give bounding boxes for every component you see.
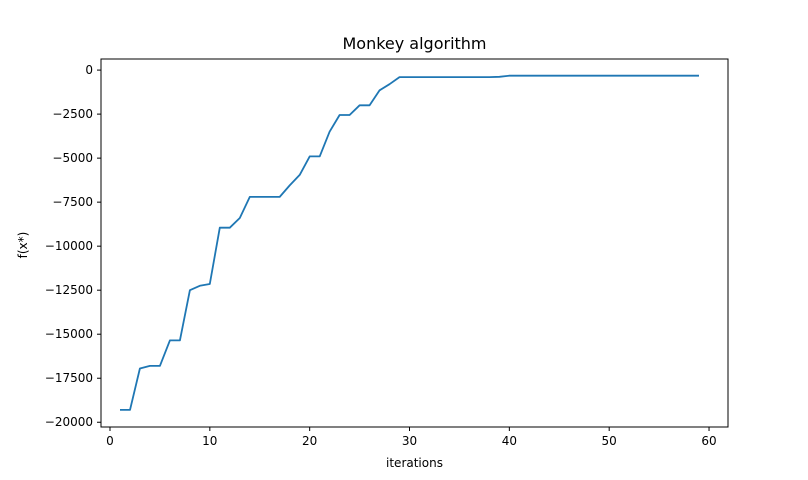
axes-frame <box>100 58 729 428</box>
y-tick-label: −2500 <box>52 107 93 121</box>
y-tick-label: −12500 <box>45 283 93 297</box>
x-tick-label: 0 <box>106 434 114 448</box>
x-tick-label: 60 <box>701 434 716 448</box>
x-tick-label: 30 <box>402 434 417 448</box>
x-axis-label: iterations <box>386 456 443 470</box>
y-tick-label: 0 <box>85 63 93 77</box>
y-axis-label: f(x*) <box>16 232 30 259</box>
y-tick-label: −20000 <box>45 415 93 429</box>
x-tick-label: 50 <box>602 434 617 448</box>
y-tick-label: −7500 <box>52 195 93 209</box>
y-axis: 0 −2500 −5000 −7500 −10000 −12500 −15000 −17500… <box>45 63 101 429</box>
x-tick-label: 40 <box>502 434 517 448</box>
y-tick-label: −5000 <box>52 151 93 165</box>
y-tick-label: −17500 <box>45 371 93 385</box>
series-line-0 <box>120 74 699 411</box>
x-tick-label: 20 <box>302 434 317 448</box>
y-tick-label: −10000 <box>45 239 93 253</box>
chart-title: Monkey algorithm <box>342 34 486 53</box>
plot-area <box>120 74 699 411</box>
x-axis: 0 10 20 30 40 50 60 <box>106 427 717 448</box>
x-tick-label: 10 <box>202 434 217 448</box>
y-tick-label: −15000 <box>45 327 93 341</box>
